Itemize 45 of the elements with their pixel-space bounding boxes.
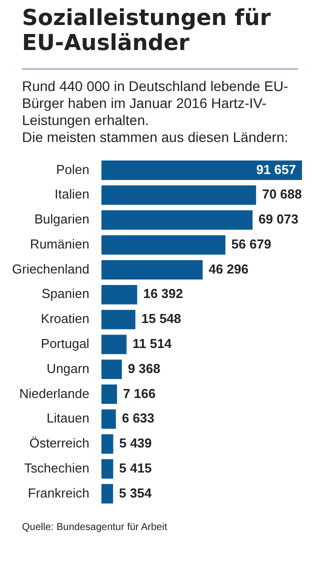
data-label: 69 073 bbox=[258, 212, 298, 227]
data-label: 5 415 bbox=[119, 460, 152, 476]
data-label: 11 514 bbox=[132, 336, 172, 352]
data-label: 9 368 bbox=[128, 360, 160, 376]
y-tick-label: Spanien bbox=[42, 286, 90, 302]
y-tick-label: Kroatien bbox=[40, 311, 90, 326]
y-tick-label: Tschechien bbox=[24, 460, 90, 476]
y-tick-label: Griechenland bbox=[12, 261, 90, 276]
y-tick-label: Italien bbox=[54, 186, 90, 202]
bar bbox=[101, 185, 256, 205]
bar bbox=[101, 459, 114, 479]
bar bbox=[101, 260, 203, 280]
data-label: 6 633 bbox=[122, 410, 154, 426]
bar bbox=[101, 434, 114, 454]
data-label: 46 296 bbox=[208, 261, 248, 276]
bar bbox=[101, 235, 226, 255]
data-label: 91 657 bbox=[256, 162, 296, 177]
bar bbox=[101, 384, 118, 404]
data-label: 7 166 bbox=[123, 386, 156, 401]
bar bbox=[101, 310, 136, 330]
data-label: 5 439 bbox=[119, 436, 152, 451]
y-tick-label: Bulgarien bbox=[34, 212, 90, 227]
bar bbox=[101, 284, 138, 304]
y-tick-label: Rumänien bbox=[30, 236, 90, 252]
y-tick-label: Portugal bbox=[40, 336, 90, 352]
source-note: Quelle: Bundesagentur für Arbeit bbox=[22, 522, 168, 534]
y-tick-label: Niederlande bbox=[19, 386, 90, 401]
chart-title: Sozialleistungen für EU-Ausländer bbox=[22, 6, 272, 56]
y-tick-label: Ungarn bbox=[46, 360, 90, 376]
y-tick-label: Polen bbox=[56, 162, 90, 177]
bar bbox=[101, 484, 114, 504]
bar bbox=[101, 160, 302, 180]
y-tick-label: Österreich bbox=[29, 436, 90, 451]
y-tick-label: Litauen bbox=[46, 410, 90, 426]
chart-subtitle: Rund 440 000 in Deutschland lebende EU-Bürger haben im Januar 2016 Hartz-IV-Leistungen erhalten. Die meisten stammen aus diesen Ländern: bbox=[22, 78, 290, 146]
data-label: 16 392 bbox=[143, 286, 183, 302]
bar bbox=[101, 210, 253, 230]
bar bbox=[101, 360, 122, 380]
bar bbox=[101, 334, 127, 354]
data-label: 56 679 bbox=[231, 236, 272, 252]
data-label: 70 688 bbox=[262, 186, 302, 202]
data-label: 5 354 bbox=[119, 485, 152, 500]
data-label: 15 548 bbox=[141, 311, 182, 326]
y-tick-label: Frankreich bbox=[28, 485, 90, 500]
bar bbox=[101, 409, 116, 429]
